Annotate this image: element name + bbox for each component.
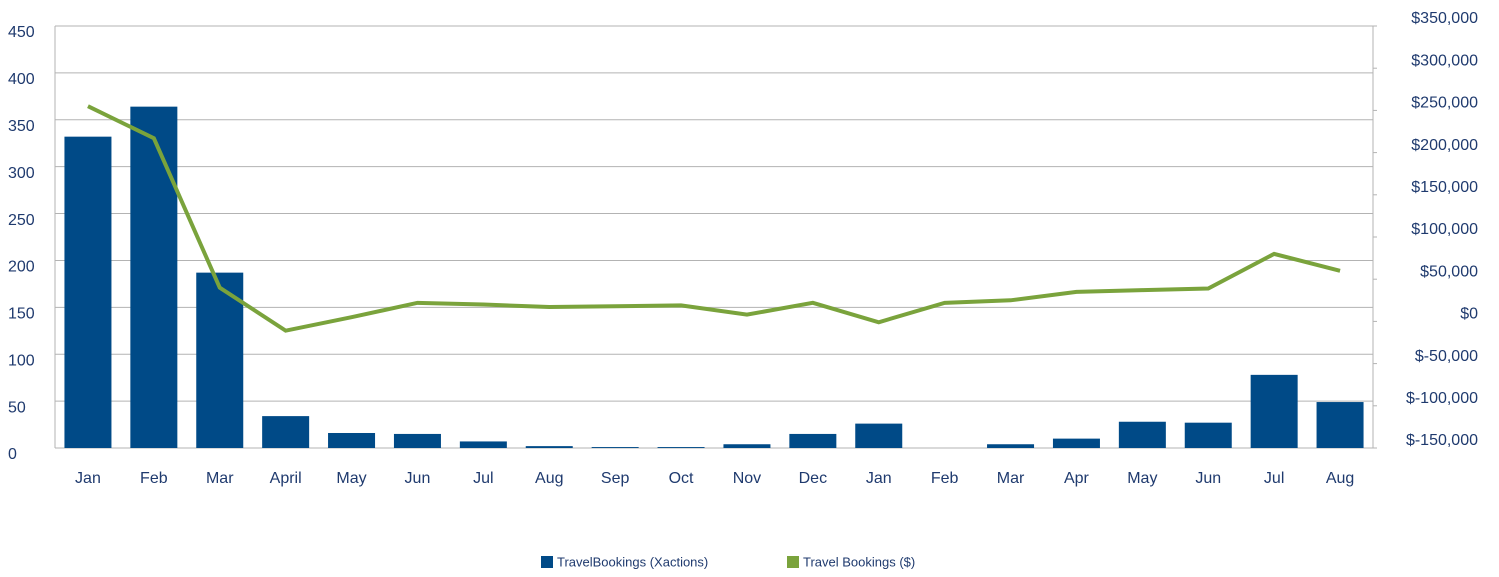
y2-tick-label: $200,000	[1411, 137, 1478, 154]
x-tick-label: Sep	[601, 470, 630, 487]
bar	[525, 446, 573, 448]
y-tick-label: 150	[8, 306, 35, 323]
legend-swatch	[541, 556, 553, 568]
y-tick-label: 450	[8, 24, 35, 41]
x-tick-label: Jul	[473, 470, 493, 487]
bar	[64, 136, 112, 448]
bar	[1316, 402, 1364, 448]
bar	[130, 106, 178, 448]
legend: TravelBookings (Xactions) Travel Bookings…	[541, 554, 915, 569]
bar	[1250, 374, 1298, 448]
y2-tick-label: $-150,000	[1406, 432, 1478, 449]
x-tick-label: Mar	[206, 470, 234, 487]
y2-tick-label: $50,000	[1420, 263, 1478, 280]
x-tick-label: Oct	[669, 470, 694, 487]
x-tick-label: Aug	[535, 470, 563, 487]
y2-tick-label: $-100,000	[1406, 390, 1478, 407]
x-tick-label: Jan	[866, 470, 892, 487]
y2-tick-label: $250,000	[1411, 95, 1478, 112]
x-tick-label: Feb	[140, 470, 168, 487]
x-tick-label: Apr	[1064, 470, 1090, 487]
y2-tick-label: $100,000	[1411, 221, 1478, 238]
legend-swatch	[787, 556, 799, 568]
y-tick-label: 350	[8, 118, 35, 135]
x-tick-label: May	[1127, 470, 1157, 487]
x-tick-label: Jun	[1195, 470, 1221, 487]
legend-label: Travel Bookings ($)	[803, 554, 915, 569]
y-tick-label: 400	[8, 71, 35, 88]
x-tick-label: May	[336, 470, 366, 487]
bar	[196, 272, 244, 448]
bar	[723, 444, 771, 448]
y-tick-label: 50	[8, 399, 26, 416]
y-tick-label: 250	[8, 212, 35, 229]
y-tick-label: 0	[8, 446, 17, 463]
bar	[1118, 421, 1166, 448]
bar	[393, 433, 441, 448]
legend-label: TravelBookings (Xactions)	[557, 554, 708, 569]
bar	[987, 444, 1035, 448]
bar	[328, 432, 376, 448]
bar	[1052, 438, 1100, 448]
y2-tick-label: $150,000	[1411, 179, 1478, 196]
y-tick-label: 100	[8, 352, 35, 369]
bar	[855, 423, 903, 448]
bar	[591, 447, 639, 448]
bar	[1184, 422, 1232, 448]
x-tick-label: Jan	[75, 470, 101, 487]
bar	[657, 447, 705, 448]
x-tick-label: Nov	[733, 470, 761, 487]
line	[87, 104, 1341, 333]
x-tick-label: April	[270, 470, 302, 487]
x-tick-label: Jun	[405, 470, 431, 487]
x-tick-label: Jul	[1264, 470, 1284, 487]
y2-tick-label: $300,000	[1411, 52, 1478, 69]
bar	[459, 441, 507, 448]
bar	[262, 416, 310, 448]
x-tick-label: Mar	[997, 470, 1025, 487]
x-tick-label: Feb	[931, 470, 959, 487]
y2-tick-label: $350,000	[1411, 10, 1478, 27]
x-tick-label: Dec	[799, 470, 827, 487]
y-tick-label: 200	[8, 259, 35, 276]
y-tick-label: 300	[8, 165, 35, 182]
bar	[789, 433, 837, 448]
y2-tick-label: $-50,000	[1415, 348, 1478, 365]
y2-tick-label: $0	[1460, 306, 1478, 323]
x-tick-label: Aug	[1326, 470, 1354, 487]
